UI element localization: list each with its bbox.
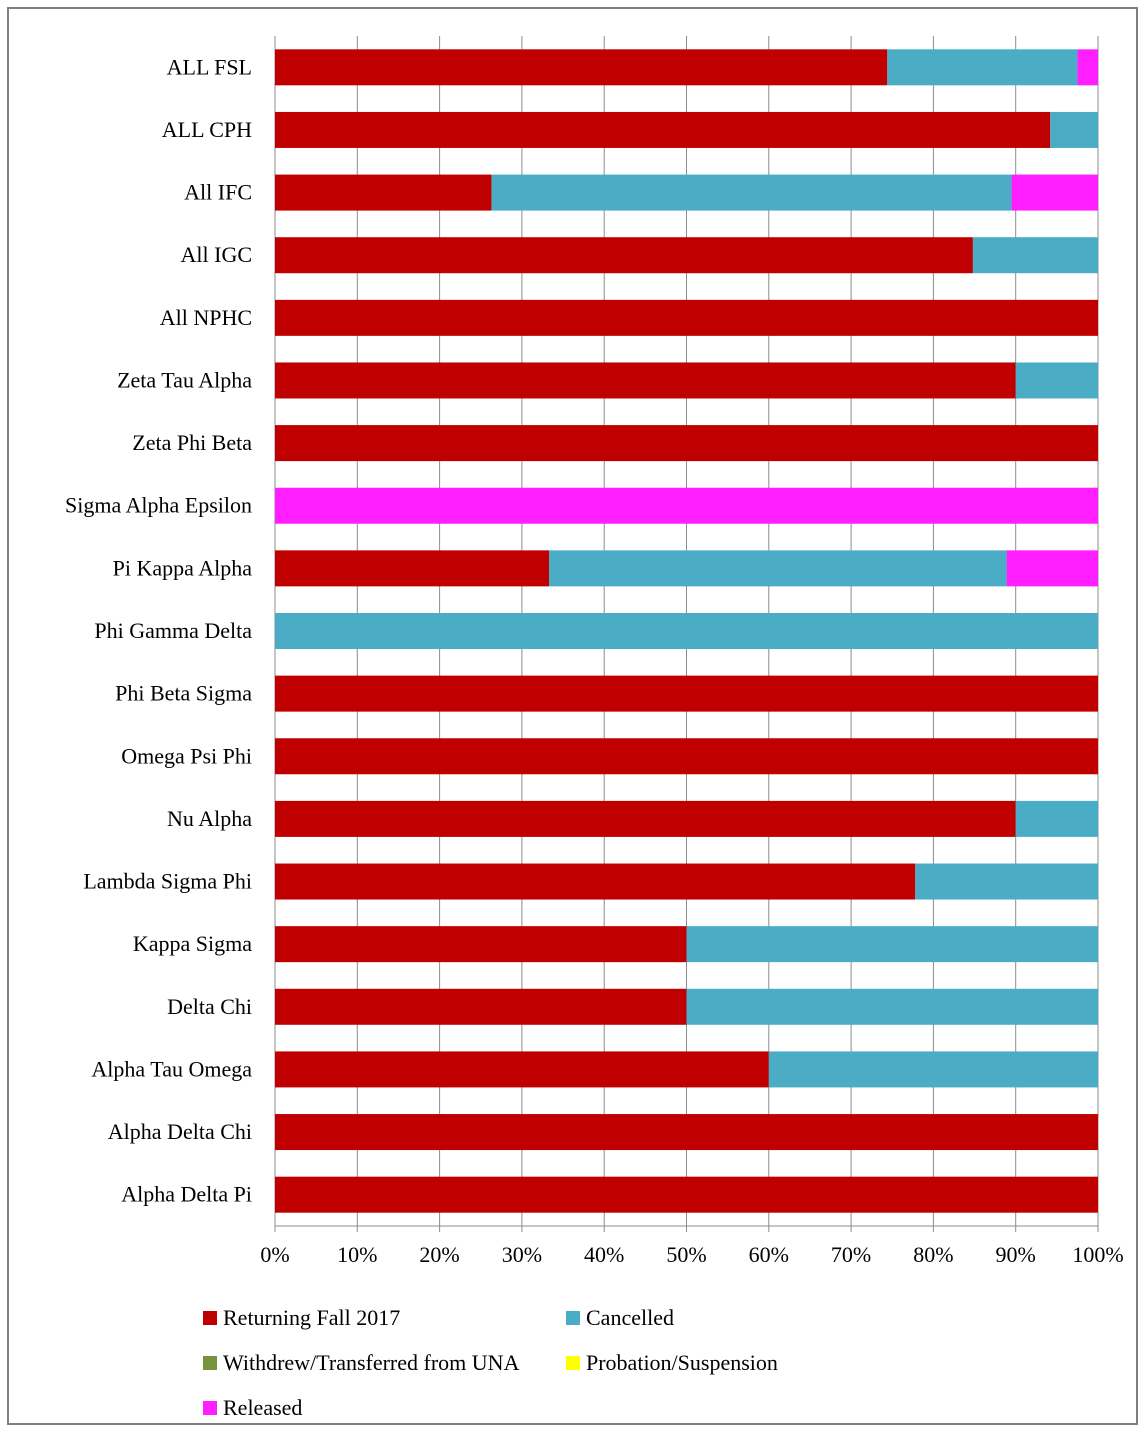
- category-label: Alpha Delta Chi: [108, 1119, 252, 1144]
- category-label: ALL FSL: [167, 54, 252, 79]
- stacked-bar-chart: 0% 10% 20% 30% 40% 50% 60% 70% 80% 90% 100% ALL FSL…: [65, 36, 1124, 1267]
- bar-segment: [1077, 49, 1098, 86]
- legend-item: Released: [203, 1395, 302, 1421]
- bar-segment: [1011, 174, 1098, 211]
- category-label: All IFC: [184, 180, 252, 205]
- bar-segment: [275, 111, 1051, 148]
- category-label: Alpha Tau Omega: [91, 1056, 252, 1081]
- legend-item: Cancelled: [566, 1305, 674, 1331]
- x-tick-label: 50%: [666, 1242, 706, 1267]
- x-tick-label: 10%: [337, 1242, 377, 1267]
- bar-segment: [275, 988, 687, 1025]
- category-label: Phi Gamma Delta: [94, 618, 252, 643]
- bar-segment: [887, 49, 1078, 86]
- bar-segment: [915, 863, 1098, 900]
- legend-item: Probation/Suspension: [566, 1350, 778, 1376]
- bar-segment: [275, 926, 687, 963]
- legend-item: Withdrew/Transferred from UNA: [203, 1350, 519, 1376]
- bar-segment: [275, 425, 1098, 462]
- x-tick-label: 30%: [502, 1242, 542, 1267]
- x-tick-label: 60%: [749, 1242, 789, 1267]
- bar-segment: [491, 174, 1012, 211]
- category-label: Pi Kappa Alpha: [113, 555, 253, 580]
- bar-segment: [1015, 362, 1098, 399]
- legend-label: Released: [223, 1395, 303, 1420]
- bar-segment: [768, 1051, 1098, 1088]
- bar-segment: [275, 299, 1098, 336]
- bar-segment: [275, 487, 1098, 524]
- x-tick-label: 70%: [831, 1242, 871, 1267]
- bar-segment: [275, 1114, 1098, 1151]
- bar-segment: [275, 738, 1098, 775]
- legend-label: Cancelled: [586, 1305, 674, 1330]
- x-tick-label: 90%: [996, 1242, 1036, 1267]
- category-label: Sigma Alpha Epsilon: [65, 493, 252, 518]
- category-label: All NPHC: [160, 305, 252, 330]
- bar-segment: [275, 362, 1016, 399]
- category-label: All IGC: [181, 242, 253, 267]
- x-tick-label: 20%: [419, 1242, 459, 1267]
- bar-segment: [275, 237, 973, 274]
- bar-segment: [972, 237, 1098, 274]
- category-label: Delta Chi: [167, 994, 252, 1019]
- bar-segment: [275, 174, 492, 211]
- category-label: Kappa Sigma: [133, 931, 252, 956]
- category-label: Zeta Phi Beta: [132, 430, 252, 455]
- legend-swatch: [566, 1356, 580, 1370]
- bar-segment: [275, 49, 888, 86]
- bar-segment: [686, 926, 1098, 963]
- legend-label: Returning Fall 2017: [223, 1305, 401, 1330]
- legend-swatch: [566, 1311, 580, 1325]
- bar-segment: [275, 550, 550, 587]
- category-label: Alpha Delta Pi: [121, 1182, 252, 1207]
- x-tick-label: 40%: [584, 1242, 624, 1267]
- bar-segment: [1015, 800, 1098, 837]
- bar-segment: [275, 800, 1016, 837]
- category-label: Lambda Sigma Phi: [83, 869, 252, 894]
- category-label: Zeta Tau Alpha: [117, 367, 252, 392]
- legend-item: Returning Fall 2017: [203, 1305, 400, 1331]
- bar-segment: [275, 675, 1098, 712]
- x-tick-label: 80%: [913, 1242, 953, 1267]
- category-label: Nu Alpha: [167, 806, 252, 831]
- bar-segment: [275, 1176, 1098, 1213]
- legend-swatch: [203, 1401, 217, 1415]
- bar-segment: [1006, 550, 1098, 587]
- legend-swatch: [203, 1356, 217, 1370]
- category-label: Phi Beta Sigma: [115, 681, 252, 706]
- category-label: ALL CPH: [162, 117, 252, 142]
- category-label: Omega Psi Phi: [121, 743, 252, 768]
- bar-segment: [275, 613, 1098, 649]
- bar-segment: [275, 1051, 769, 1088]
- x-tick-label: 100%: [1072, 1242, 1123, 1267]
- x-tick-label: 0%: [260, 1242, 289, 1267]
- bar-segment: [1050, 111, 1098, 148]
- bar-segment: [549, 550, 1007, 587]
- legend-label: Withdrew/Transferred from UNA: [223, 1350, 520, 1375]
- bar-segment: [275, 863, 916, 900]
- chart-legend: Returning Fall 2017 Cancelled Withdrew/Tra…: [203, 1300, 1103, 1430]
- legend-label: Probation/Suspension: [586, 1350, 778, 1375]
- legend-swatch: [203, 1311, 217, 1325]
- bar-segment: [686, 988, 1098, 1025]
